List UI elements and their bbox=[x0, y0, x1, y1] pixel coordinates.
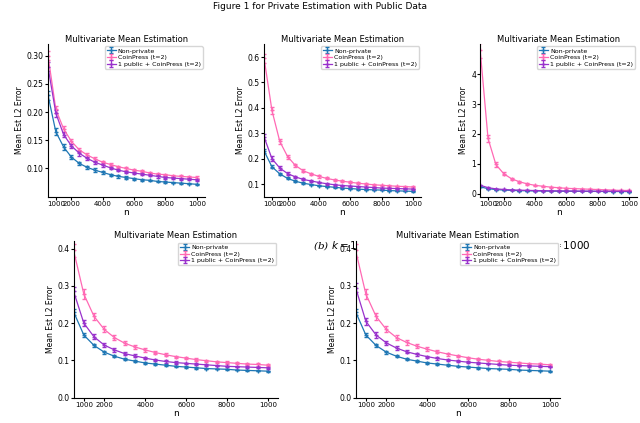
Title: Multivariate Mean Estimation: Multivariate Mean Estimation bbox=[114, 231, 237, 240]
Y-axis label: Mean Est L2 Error: Mean Est L2 Error bbox=[45, 286, 54, 353]
Y-axis label: Mean Est L2 Error: Mean Est L2 Error bbox=[236, 87, 245, 154]
X-axis label: n: n bbox=[173, 409, 179, 418]
Title: Multivariate Mean Estimation: Multivariate Mean Estimation bbox=[396, 231, 520, 240]
Legend: Non-private, CoinPress (t=2), 1 public + CoinPress (t=2): Non-private, CoinPress (t=2), 1 public +… bbox=[537, 46, 635, 69]
Y-axis label: Mean Est L2 Error: Mean Est L2 Error bbox=[328, 286, 337, 353]
X-axis label: n: n bbox=[340, 208, 345, 217]
Title: Multivariate Mean Estimation: Multivariate Mean Estimation bbox=[65, 35, 188, 44]
Y-axis label: Mean Est L2 Error: Mean Est L2 Error bbox=[15, 87, 24, 154]
Text: Figure 1 for Private Estimation with Public Data: Figure 1 for Private Estimation with Pub… bbox=[213, 2, 427, 11]
X-axis label: n: n bbox=[556, 208, 561, 217]
Text: (a) $k = 10$: (a) $k = 10$ bbox=[101, 239, 152, 252]
Legend: Non-private, CoinPress (t=2), 1 public + CoinPress (t=2): Non-private, CoinPress (t=2), 1 public +… bbox=[105, 46, 203, 69]
Y-axis label: Mean Est L2 Error: Mean Est L2 Error bbox=[460, 87, 468, 154]
X-axis label: n: n bbox=[455, 409, 461, 418]
Text: (c) $k = 1000$: (c) $k = 1000$ bbox=[527, 239, 590, 252]
Text: (b) $k = 100$: (b) $k = 100$ bbox=[314, 239, 371, 252]
Legend: Non-private, CoinPress (t=2), 1 public + CoinPress (t=2): Non-private, CoinPress (t=2), 1 public +… bbox=[460, 243, 558, 265]
Legend: Non-private, CoinPress (t=2), 1 public + CoinPress (t=2): Non-private, CoinPress (t=2), 1 public +… bbox=[178, 243, 276, 265]
X-axis label: n: n bbox=[124, 208, 129, 217]
Title: Multivariate Mean Estimation: Multivariate Mean Estimation bbox=[497, 35, 620, 44]
Title: Multivariate Mean Estimation: Multivariate Mean Estimation bbox=[281, 35, 404, 44]
Legend: Non-private, CoinPress (t=2), 1 public + CoinPress (t=2): Non-private, CoinPress (t=2), 1 public +… bbox=[321, 46, 419, 69]
